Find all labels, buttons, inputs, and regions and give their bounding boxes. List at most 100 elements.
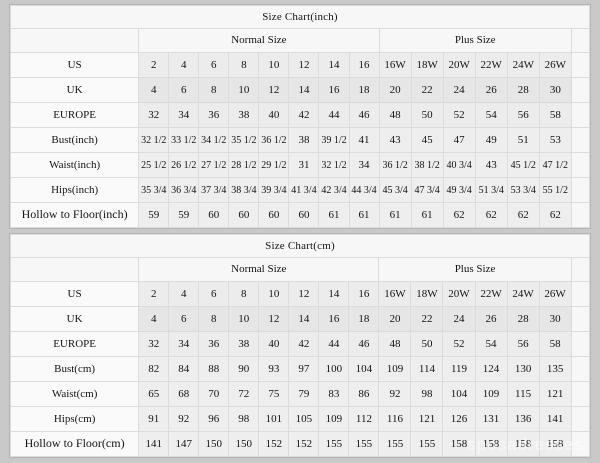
data-cell: 26 1/2 — [168, 152, 200, 178]
data-cell: 60 — [228, 202, 260, 228]
data-cell: 51 3/4 — [474, 177, 508, 203]
data-cell: 28 — [506, 77, 540, 103]
data-cell: 62 — [442, 202, 476, 228]
table-row: Waist(cm) 65 68 70 72 75 79 83 86 92 98 104 109 115 12… — [9, 381, 591, 407]
data-cell: 155 — [348, 431, 380, 457]
data-cell: 34 — [348, 152, 380, 178]
row-tail — [570, 177, 591, 203]
data-cell: 61 — [348, 202, 380, 228]
data-cell: 60 — [288, 202, 320, 228]
data-cell: 136 — [506, 406, 540, 432]
table-row: Waist(inch) 25 1/2 26 1/2 27 1/2 28 1/2 29 1/… — [9, 152, 591, 178]
data-cell: 14 — [318, 52, 350, 78]
data-cell: 109 — [378, 356, 412, 382]
data-cell: 26W — [538, 281, 572, 307]
data-cell: 44 — [318, 102, 350, 128]
table-row: EUROPE 32 34 36 38 40 42 44 46 48 50 52 54 56 58 — [9, 102, 591, 128]
data-cell: 48 — [378, 102, 412, 128]
row-label: Hips(cm) — [9, 406, 140, 432]
row-label: Bust(cm) — [9, 356, 140, 382]
data-cell: 10 — [228, 77, 260, 103]
data-cell: 39 1/2 — [318, 127, 350, 153]
size-chart-cm: Size Chart(cm) Normal Size Plus Size US 2 4 6 8… — [9, 233, 591, 458]
data-cell: 60 — [198, 202, 230, 228]
data-cell: 20 — [378, 306, 412, 332]
data-cell: 97 — [288, 356, 320, 382]
data-cell: 30 — [538, 77, 572, 103]
data-cell: 38 — [228, 102, 260, 128]
data-cell: 62 — [474, 202, 508, 228]
data-cell: 83 — [318, 381, 350, 407]
data-cell: 24 — [442, 77, 476, 103]
data-cell: 32 1/2 — [318, 152, 350, 178]
row-label: US — [9, 52, 140, 78]
data-cell: 22W — [474, 281, 508, 307]
data-cell: 68 — [168, 381, 200, 407]
data-cell: 92 — [168, 406, 200, 432]
data-cell: 12 — [288, 281, 320, 307]
data-cell: 116 — [378, 406, 412, 432]
data-cell: 45 3/4 — [378, 177, 412, 203]
data-cell: 158 — [538, 431, 572, 457]
data-cell: 50 — [410, 331, 444, 357]
group-header-normal-size: Normal Size — [138, 257, 380, 282]
data-cell: 52 — [442, 102, 476, 128]
data-cell: 31 — [288, 152, 320, 178]
data-cell: 36 1/2 — [258, 127, 290, 153]
table-row: Hips(inch) 35 3/4 36 3/4 37 3/4 38 3/4 39 3/4… — [9, 177, 591, 203]
data-cell: 34 1/2 — [198, 127, 230, 153]
data-cell: 158 — [442, 431, 476, 457]
data-cell: 24 — [442, 306, 476, 332]
group-header-normal-size: Normal Size — [138, 28, 380, 53]
data-cell: 41 3/4 — [288, 177, 320, 203]
data-cell: 18W — [410, 52, 444, 78]
data-cell: 14 — [288, 77, 320, 103]
data-cell: 8 — [198, 306, 230, 332]
data-cell: 18 — [348, 306, 380, 332]
data-cell: 52 — [442, 331, 476, 357]
data-cell: 42 3/4 — [318, 177, 350, 203]
table-row: Hips(cm) 91 92 96 98 101 105 109 112 116 121 126 131… — [9, 406, 591, 432]
data-cell: 24W — [506, 52, 540, 78]
chart-title-row: Size Chart(inch) — [10, 5, 590, 29]
row-label: UK — [9, 77, 140, 103]
data-cell: 34 — [168, 102, 200, 128]
data-cell: 58 — [538, 331, 572, 357]
data-cell: 60 — [258, 202, 290, 228]
row-label: UK — [9, 306, 140, 332]
data-cell: 32 1/2 — [138, 127, 170, 153]
data-cell: 131 — [474, 406, 508, 432]
data-cell: 49 3/4 — [442, 177, 476, 203]
data-cell: 44 3/4 — [348, 177, 380, 203]
data-cell: 16W — [378, 52, 412, 78]
data-cell: 53 — [538, 127, 572, 153]
data-cell: 16 — [348, 281, 380, 307]
data-cell: 112 — [348, 406, 380, 432]
data-cell: 152 — [288, 431, 320, 457]
group-header-spacer — [9, 257, 140, 282]
data-cell: 45 1/2 — [506, 152, 540, 178]
data-cell: 91 — [138, 406, 170, 432]
data-cell: 124 — [474, 356, 508, 382]
row-label: EUROPE — [9, 331, 140, 357]
data-cell: 6 — [198, 52, 230, 78]
data-cell: 18W — [410, 281, 444, 307]
data-cell: 61 — [318, 202, 350, 228]
data-cell: 20 — [378, 77, 412, 103]
data-cell: 54 — [474, 331, 508, 357]
data-cell: 40 — [258, 331, 290, 357]
row-tail — [570, 102, 591, 128]
data-cell: 30 — [538, 306, 572, 332]
table-body: Size Chart(cm) Normal Size Plus Size US 2 4 6 8… — [9, 234, 591, 457]
data-cell: 53 3/4 — [506, 177, 540, 203]
data-cell: 98 — [410, 381, 444, 407]
data-cell: 35 1/2 — [228, 127, 260, 153]
data-cell: 8 — [228, 52, 260, 78]
table-row: Bust(inch) 32 1/2 33 1/2 34 1/2 35 1/2 36 1/2… — [9, 127, 591, 153]
data-cell: 158 — [506, 431, 540, 457]
data-cell: 114 — [410, 356, 444, 382]
row-tail — [570, 306, 591, 332]
row-label: US — [9, 281, 140, 307]
row-tail — [570, 152, 591, 178]
